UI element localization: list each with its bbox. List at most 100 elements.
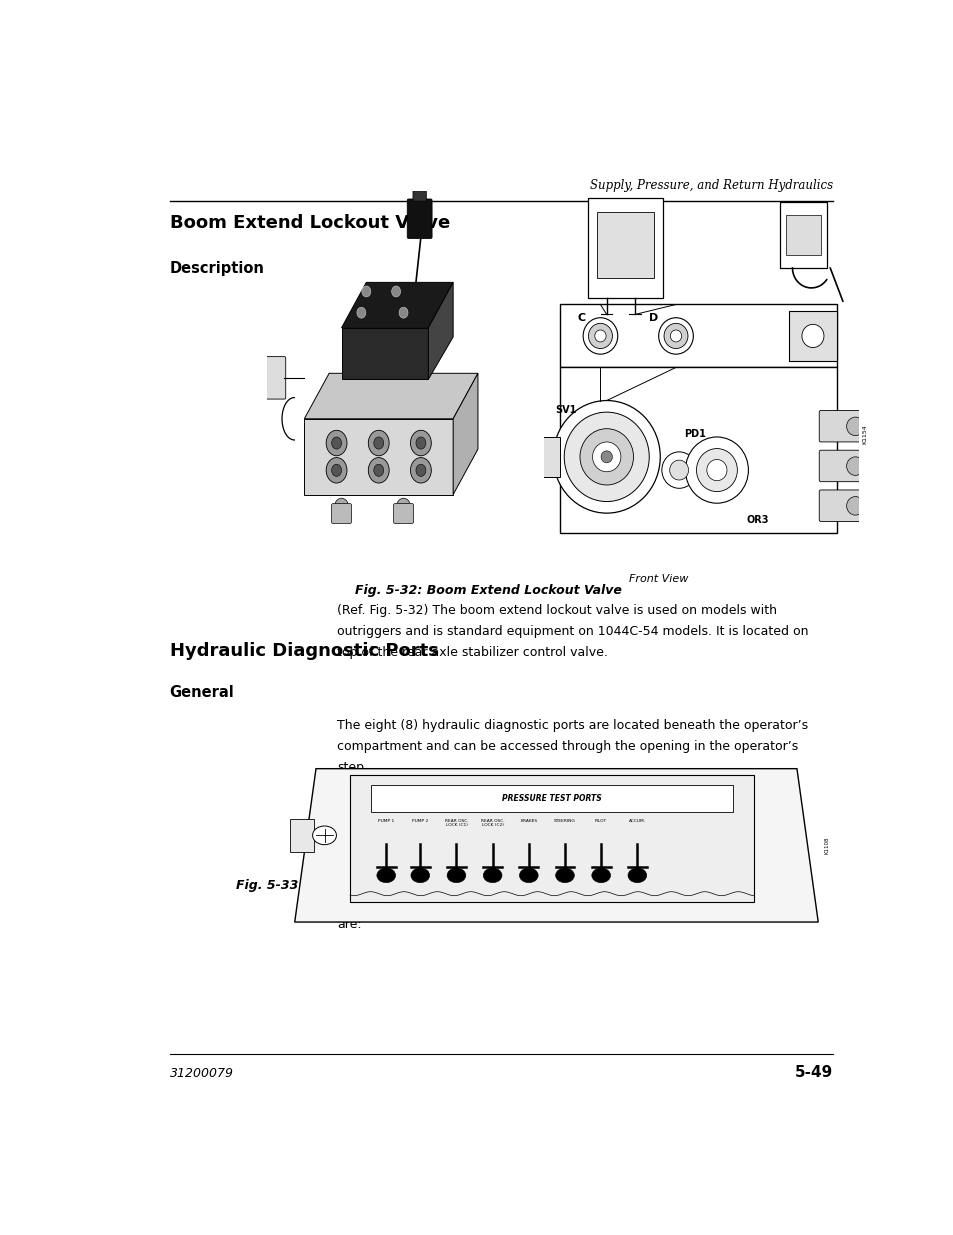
Circle shape <box>663 324 687 348</box>
Polygon shape <box>304 373 477 419</box>
Polygon shape <box>304 419 453 494</box>
FancyBboxPatch shape <box>788 311 836 361</box>
Text: PUMP 2: PUMP 2 <box>412 819 428 823</box>
Polygon shape <box>453 373 477 494</box>
Text: PRESSURE TEST PORTS: PRESSURE TEST PORTS <box>502 794 601 803</box>
Text: outriggers and is standard equipment on 1044C-54 models. It is located on: outriggers and is standard equipment on … <box>337 625 808 637</box>
Text: Fig. 5-33: Hydraulic Diagnostic Ports - Models with Mid-Inlet Hydraulics: Fig. 5-33: Hydraulic Diagnostic Ports - … <box>236 878 740 892</box>
Circle shape <box>582 317 618 354</box>
Text: The eight (8) hydraulic diagnostic ports are located beneath the operator’s: The eight (8) hydraulic diagnostic ports… <box>337 719 807 732</box>
Circle shape <box>483 868 501 883</box>
FancyBboxPatch shape <box>785 215 820 254</box>
Text: 31200079: 31200079 <box>170 1067 233 1081</box>
Polygon shape <box>341 283 453 327</box>
FancyBboxPatch shape <box>819 410 860 442</box>
Circle shape <box>411 868 429 883</box>
Text: PUMP 1: PUMP 1 <box>377 819 394 823</box>
Circle shape <box>801 325 823 347</box>
Circle shape <box>398 308 408 319</box>
FancyBboxPatch shape <box>407 199 432 238</box>
Text: top of the rear axle stabilizer control valve.: top of the rear axle stabilizer control … <box>337 646 608 658</box>
Text: REAR OSC.
LOCK (C1): REAR OSC. LOCK (C1) <box>444 819 468 827</box>
Circle shape <box>326 430 347 456</box>
Circle shape <box>313 826 336 845</box>
FancyBboxPatch shape <box>819 490 860 521</box>
Circle shape <box>335 498 348 515</box>
FancyBboxPatch shape <box>332 504 351 524</box>
Text: C: C <box>577 312 585 322</box>
Circle shape <box>376 868 395 883</box>
FancyBboxPatch shape <box>558 305 836 368</box>
FancyBboxPatch shape <box>819 451 860 482</box>
Circle shape <box>368 458 389 483</box>
Circle shape <box>368 430 389 456</box>
Circle shape <box>553 400 659 514</box>
Text: 5-49: 5-49 <box>794 1065 832 1081</box>
Text: compartment and can be accessed through the opening in the operator’s: compartment and can be accessed through … <box>337 740 798 752</box>
Polygon shape <box>341 327 428 379</box>
Text: are:: are: <box>337 918 361 930</box>
Circle shape <box>563 412 649 501</box>
FancyBboxPatch shape <box>558 368 836 534</box>
Polygon shape <box>294 768 818 923</box>
Text: PD1: PD1 <box>683 429 705 438</box>
Text: Description: Description <box>170 261 264 275</box>
FancyBboxPatch shape <box>266 357 286 399</box>
Circle shape <box>594 330 605 342</box>
Circle shape <box>845 457 863 475</box>
Text: SV1: SV1 <box>555 405 576 415</box>
Text: BRAKES: BRAKES <box>519 819 537 823</box>
Circle shape <box>706 459 726 480</box>
FancyBboxPatch shape <box>597 211 653 278</box>
Circle shape <box>326 458 347 483</box>
Circle shape <box>658 317 693 354</box>
FancyBboxPatch shape <box>371 785 732 813</box>
Circle shape <box>361 287 371 296</box>
Circle shape <box>555 868 574 883</box>
Text: D: D <box>649 312 658 322</box>
Circle shape <box>845 417 863 436</box>
Circle shape <box>579 429 633 485</box>
Circle shape <box>591 868 610 883</box>
Text: K1154: K1154 <box>862 424 866 443</box>
Text: REAR OSC.
LOCK (C2): REAR OSC. LOCK (C2) <box>480 819 504 827</box>
Text: ACCUM.: ACCUM. <box>628 819 645 823</box>
Text: K1108: K1108 <box>823 836 828 855</box>
Text: Fig. 5-32: Boom Extend Lockout Valve: Fig. 5-32: Boom Extend Lockout Valve <box>355 584 621 597</box>
Text: Front View: Front View <box>629 574 688 584</box>
Text: (Ref. Fig. 5-33) The hydraulic ports on models with mid-inlet hydraulics: (Ref. Fig. 5-33) The hydraulic ports on … <box>337 897 781 910</box>
Circle shape <box>588 324 612 348</box>
Text: General: General <box>170 684 234 700</box>
Circle shape <box>845 496 863 515</box>
Circle shape <box>592 442 620 472</box>
Circle shape <box>627 868 646 883</box>
Text: step.: step. <box>337 761 368 773</box>
Circle shape <box>518 868 537 883</box>
Circle shape <box>669 461 688 480</box>
FancyBboxPatch shape <box>290 819 314 852</box>
Circle shape <box>332 464 341 477</box>
Circle shape <box>374 437 383 450</box>
Circle shape <box>600 451 612 463</box>
Text: Boom Extend Lockout Valve: Boom Extend Lockout Valve <box>170 214 449 232</box>
Circle shape <box>332 437 341 450</box>
FancyBboxPatch shape <box>394 504 413 524</box>
Circle shape <box>356 308 365 319</box>
FancyBboxPatch shape <box>413 191 426 201</box>
FancyBboxPatch shape <box>527 437 558 477</box>
Circle shape <box>684 437 747 503</box>
Circle shape <box>447 868 465 883</box>
FancyBboxPatch shape <box>350 776 754 902</box>
FancyBboxPatch shape <box>779 201 826 268</box>
FancyBboxPatch shape <box>587 199 662 298</box>
Circle shape <box>396 498 410 515</box>
Circle shape <box>410 458 431 483</box>
Text: (Ref. Fig. 5-32) The boom extend lockout valve is used on models with: (Ref. Fig. 5-32) The boom extend lockout… <box>337 604 777 616</box>
Circle shape <box>392 287 400 296</box>
Polygon shape <box>428 283 453 379</box>
Circle shape <box>696 448 737 492</box>
Text: OR3: OR3 <box>746 515 768 525</box>
Circle shape <box>410 430 431 456</box>
Text: Supply, Pressure, and Return Hydraulics: Supply, Pressure, and Return Hydraulics <box>589 179 832 191</box>
Circle shape <box>661 452 696 488</box>
